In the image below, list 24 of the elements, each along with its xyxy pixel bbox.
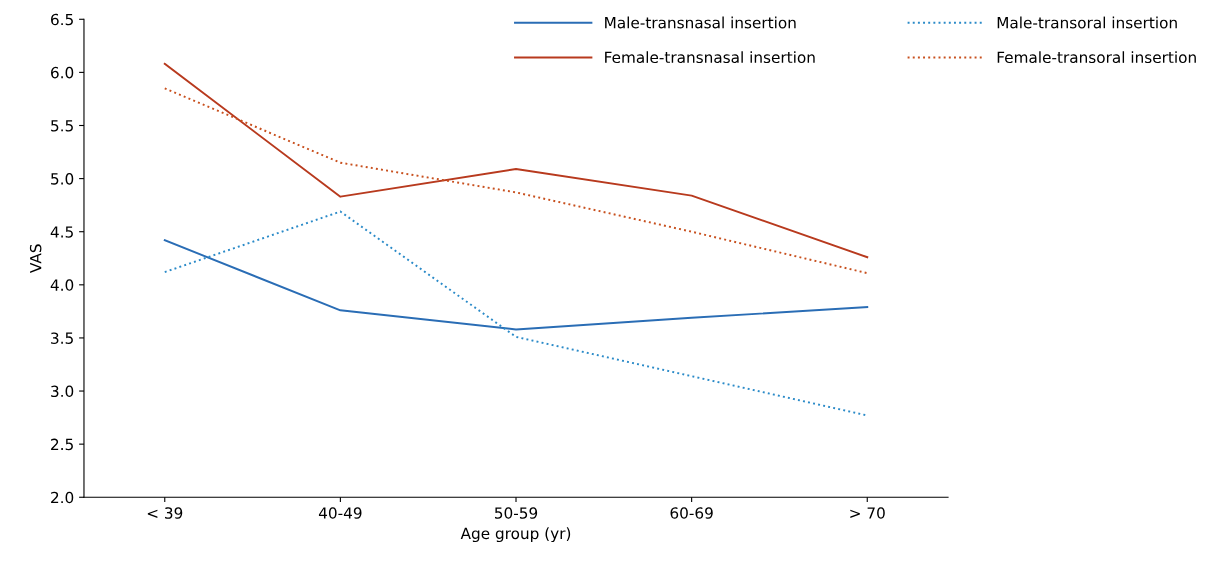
- y-tick-label: 3.0: [51, 385, 74, 398]
- y-tick-label: 2.0: [51, 491, 74, 504]
- y-tick-label: 3.5: [51, 332, 73, 344]
- x-tick-label: 50-59: [494, 507, 538, 519]
- legend-label: Female-transoral insertion: [997, 51, 1196, 64]
- legend-label: Male-transoral insertion: [997, 16, 1177, 29]
- x-axis-title: Age group (yr): [460, 527, 571, 543]
- y-tick-label: 4.5: [50, 226, 73, 238]
- x-tick-label: 40-49: [318, 507, 362, 519]
- y-tick-label: 6.0: [51, 66, 74, 79]
- x-tick-label: 60-69: [670, 507, 713, 519]
- x-tick-label: > 70: [850, 507, 885, 519]
- line-series: [163, 87, 869, 275]
- y-tick-label: 6.5: [51, 13, 73, 26]
- y-tick-label: 5.0: [51, 173, 74, 185]
- y-axis-title: VAS: [29, 244, 42, 273]
- legend-label: Male-transnasal insertion: [605, 16, 796, 29]
- legend-label: Female-transnasal insertion: [605, 51, 815, 64]
- line-series: [163, 62, 869, 259]
- line-series: [163, 239, 869, 331]
- y-tick-label: 2.5: [51, 438, 73, 451]
- x-tick-label: < 39: [147, 507, 183, 519]
- y-tick-label: 4.0: [50, 279, 74, 291]
- y-tick-label: 5.5: [51, 120, 73, 132]
